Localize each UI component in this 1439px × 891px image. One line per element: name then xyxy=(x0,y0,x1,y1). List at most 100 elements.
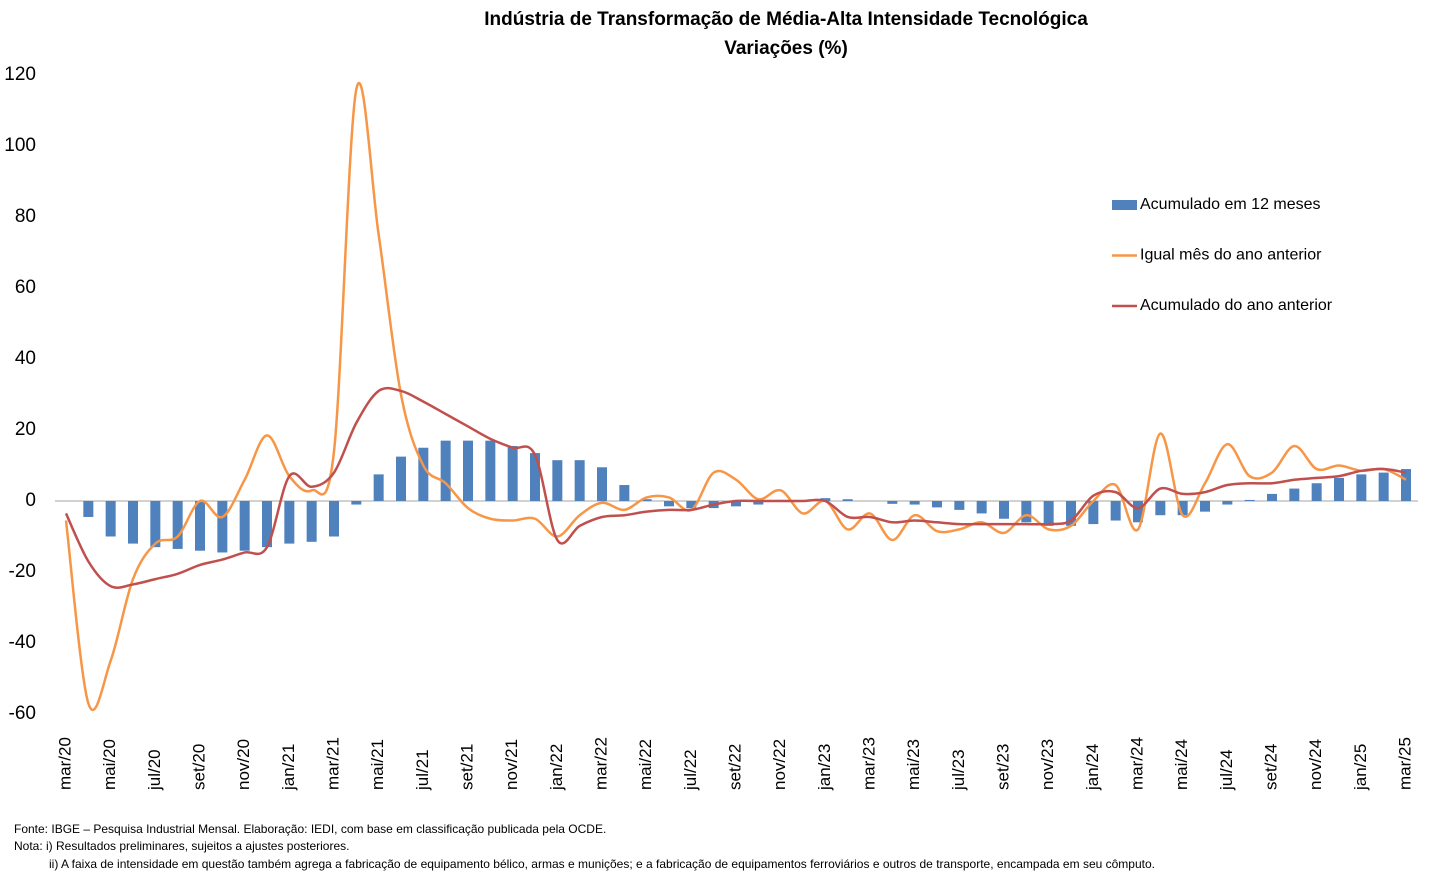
x-tick-label: mar/25 xyxy=(1395,737,1414,790)
y-tick-label: 100 xyxy=(4,135,36,156)
y-tick-label: -40 xyxy=(9,632,36,653)
source-note: Fonte: IBGE – Pesquisa Industrial Mensal… xyxy=(14,822,606,836)
x-tick-label: nov/20 xyxy=(234,739,253,790)
bar xyxy=(1155,501,1166,516)
bar xyxy=(418,447,429,501)
bar xyxy=(1289,488,1300,501)
bar xyxy=(1110,501,1121,521)
bar xyxy=(150,501,161,548)
legend-label: Igual mês do ano anterior xyxy=(1140,247,1322,264)
bar xyxy=(731,501,741,507)
x-tick-label: nov/22 xyxy=(770,739,789,790)
bar xyxy=(463,440,473,501)
bar xyxy=(284,501,295,544)
y-tick-label: 20 xyxy=(15,419,36,440)
x-tick-label: nov/23 xyxy=(1038,739,1057,790)
x-tick-label: jul/22 xyxy=(681,749,700,791)
y-tick-label: -60 xyxy=(9,703,36,724)
bar xyxy=(1334,477,1344,501)
bar xyxy=(574,460,585,501)
bar xyxy=(1311,483,1322,501)
x-tick-label: nov/21 xyxy=(502,739,521,790)
bar xyxy=(1401,469,1411,501)
x-tick-label: jan/25 xyxy=(1351,744,1370,791)
x-tick-label: mai/23 xyxy=(904,739,923,790)
x-tick-label: jul/23 xyxy=(949,749,968,791)
x-tick-label: jan/24 xyxy=(1083,744,1102,791)
bar xyxy=(530,453,540,501)
x-tick-label: mai/21 xyxy=(368,739,387,790)
bar xyxy=(217,501,228,553)
chart-title: Indústria de Transformação de Média-Alta… xyxy=(484,9,1088,30)
bar xyxy=(1244,499,1255,501)
x-tick-label: nov/24 xyxy=(1306,739,1325,790)
x-tick-label: set/22 xyxy=(725,744,744,790)
bar xyxy=(440,440,451,501)
bar xyxy=(641,499,652,501)
y-tick-label: 40 xyxy=(15,348,36,369)
bar xyxy=(1088,501,1099,525)
bar xyxy=(351,501,362,505)
bar xyxy=(619,485,630,501)
x-tick-label: mar/23 xyxy=(859,737,878,790)
bar xyxy=(887,501,898,504)
bar xyxy=(507,445,518,501)
legend-label: Acumulado do ano anterior xyxy=(1140,297,1333,314)
x-tick-label: jan/23 xyxy=(815,744,834,791)
bar xyxy=(753,501,764,505)
note: Nota: i) Resultados preliminares, sujeit… xyxy=(14,839,349,853)
bar xyxy=(83,501,94,517)
chart-subtitle: Variações (%) xyxy=(724,38,848,59)
x-tick-label: jan/22 xyxy=(547,744,566,791)
bar xyxy=(1356,474,1367,501)
bar xyxy=(954,501,965,510)
bar xyxy=(485,440,496,501)
x-tick-label: set/21 xyxy=(457,744,476,790)
bar xyxy=(128,501,138,544)
bar xyxy=(239,501,250,551)
x-tick-label: jul/20 xyxy=(145,749,164,791)
y-tick-label: 120 xyxy=(4,64,36,85)
bar xyxy=(195,501,205,551)
bar xyxy=(329,501,339,537)
bar xyxy=(1021,501,1032,523)
x-tick-label: jan/21 xyxy=(279,744,298,791)
note: ii) A faixa de intensidade em questão ta… xyxy=(49,857,1155,871)
y-tick-label: 60 xyxy=(15,277,36,298)
bar xyxy=(1043,501,1054,526)
legend-swatch xyxy=(1112,200,1137,210)
x-tick-label: mai/24 xyxy=(1172,739,1191,790)
bar xyxy=(1200,501,1210,512)
x-tick-label: set/23 xyxy=(993,744,1012,790)
x-tick-label: set/24 xyxy=(1261,744,1280,790)
legend-label: Acumulado em 12 meses xyxy=(1140,196,1321,213)
x-tick-label: mai/22 xyxy=(636,739,655,790)
x-tick-label: set/20 xyxy=(189,744,208,790)
x-tick-label: jul/21 xyxy=(413,749,432,791)
bar xyxy=(1133,501,1143,523)
bar xyxy=(597,467,607,501)
line xyxy=(64,81,1407,712)
bar xyxy=(664,501,674,507)
bar xyxy=(552,460,563,501)
bar xyxy=(999,501,1009,519)
bar xyxy=(1222,501,1233,505)
bar xyxy=(842,499,853,501)
x-tick-label: mai/20 xyxy=(100,739,119,790)
bar xyxy=(105,501,116,537)
bar xyxy=(1066,501,1076,526)
x-tick-label: mar/24 xyxy=(1127,737,1146,790)
bar xyxy=(1177,501,1188,516)
bar xyxy=(1378,472,1389,501)
bar xyxy=(262,501,272,548)
bar xyxy=(976,501,987,514)
bar xyxy=(932,501,942,508)
bar xyxy=(1267,493,1277,501)
y-tick-label: 0 xyxy=(25,490,36,511)
y-tick-label: -20 xyxy=(9,561,36,582)
line xyxy=(64,386,1407,589)
bar xyxy=(306,501,317,542)
bar xyxy=(396,456,406,501)
x-tick-label: mar/22 xyxy=(591,737,610,790)
